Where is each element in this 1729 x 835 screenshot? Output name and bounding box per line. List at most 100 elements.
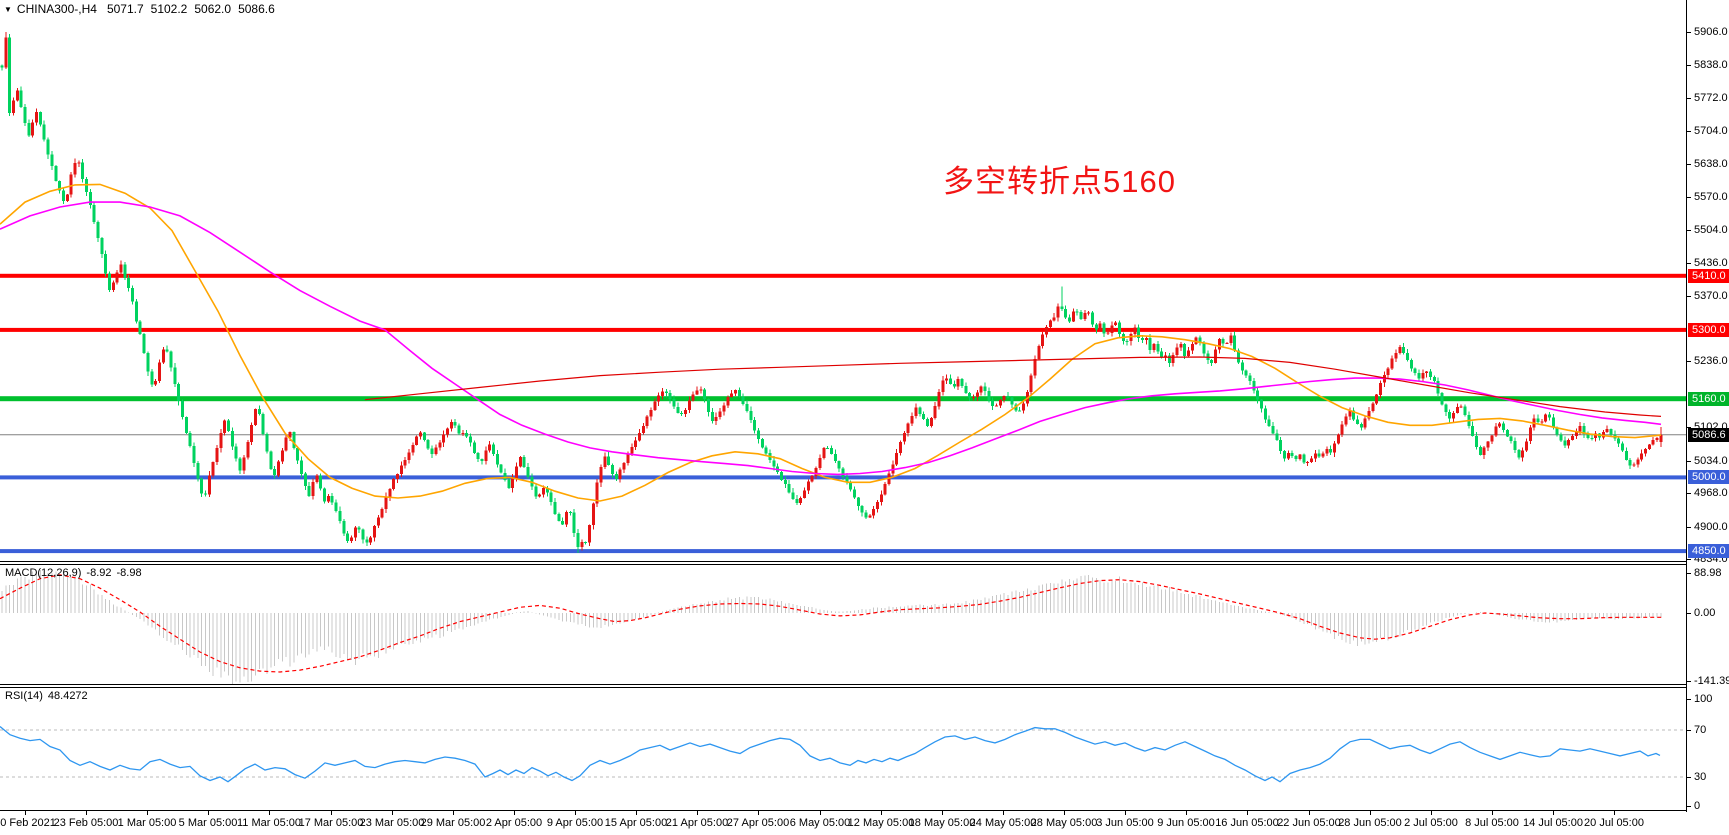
chart-title: ▼ CHINA300-,H4 5071.7 5102.2 5062.0 5086.6 xyxy=(4,2,282,16)
macd-tick-mark xyxy=(1687,613,1691,614)
time-tick-mark xyxy=(1431,811,1432,815)
macd-tick-label: -141.39 xyxy=(1694,675,1729,687)
macd-histogram xyxy=(1,570,1662,684)
time-tick-label: 12 May 05:00 xyxy=(847,817,915,829)
hline-5160[interactable] xyxy=(0,396,1686,402)
ohlc-high: 5102.2 xyxy=(150,2,188,16)
time-tick-mark xyxy=(514,811,515,815)
time-tick-mark xyxy=(25,811,26,815)
macd-tick-mark xyxy=(1687,681,1691,682)
collapse-triangle-icon[interactable]: ▼ xyxy=(4,5,12,14)
time-tick-mark xyxy=(392,811,393,815)
price-tick-mark xyxy=(1687,98,1691,99)
ma-red[interactable] xyxy=(364,356,1662,417)
pane-separator xyxy=(0,810,1686,811)
pane-separator[interactable] xyxy=(0,561,1686,562)
hline-5410[interactable] xyxy=(0,273,1686,278)
macd-tick-mark xyxy=(1687,573,1691,574)
time-tick-label: 20 Jul 05:00 xyxy=(1584,817,1644,829)
pane-separator[interactable] xyxy=(0,564,1686,565)
price-tick-mark xyxy=(1687,296,1691,297)
time-tick-label: 15 Apr 05:00 xyxy=(604,817,668,829)
rsi-tick-label: 70 xyxy=(1694,724,1707,736)
hline-5300[interactable] xyxy=(0,327,1686,332)
time-tick-mark xyxy=(1553,811,1554,815)
time-tick-label: 9 Apr 05:00 xyxy=(546,817,604,829)
time-tick-label: 23 Mar 05:00 xyxy=(359,817,425,829)
price-tick-label: 4968.0 xyxy=(1694,487,1728,499)
macd-tick-label: 0.00 xyxy=(1694,607,1716,619)
ma-orange[interactable] xyxy=(0,183,1662,502)
time-tick-label: 14 Jul 05:00 xyxy=(1523,817,1583,829)
time-tick-label: 27 Apr 05:00 xyxy=(726,817,790,829)
price-tick-label: 5638.0 xyxy=(1694,158,1728,170)
time-tick-mark xyxy=(1247,811,1248,815)
macd-pane[interactable] xyxy=(0,565,1686,684)
rsi-tick-mark xyxy=(1687,699,1691,700)
time-tick-label: 16 Jun 05:00 xyxy=(1215,817,1279,829)
time-tick-label: 17 Mar 05:00 xyxy=(298,817,364,829)
time-tick-mark xyxy=(820,811,821,815)
price-tick-mark xyxy=(1687,493,1691,494)
rsi-tick-mark xyxy=(1687,806,1691,807)
pane-separator[interactable] xyxy=(0,687,1686,688)
time-tick-mark xyxy=(1125,811,1126,815)
time-tick-mark xyxy=(1370,811,1371,815)
candles-layer[interactable] xyxy=(0,32,1663,554)
rsi-value: 48.4272 xyxy=(47,690,88,702)
rsi-name: RSI(14) xyxy=(5,690,43,702)
price-tick-label: 5772.0 xyxy=(1694,92,1728,104)
price-tick-label: 5838.0 xyxy=(1694,59,1728,71)
time-tick-label: 23 Feb 05:00 xyxy=(53,817,119,829)
time-tick-label: 5 Mar 05:00 xyxy=(178,817,238,829)
price-tick-mark xyxy=(1687,427,1691,428)
time-tick-label: 18 May 05:00 xyxy=(908,817,976,829)
symbol-timeframe: CHINA300-,H4 xyxy=(16,2,97,16)
rsi-tick-label: 30 xyxy=(1694,771,1707,783)
rsi-label: RSI(14) 48.4272 xyxy=(5,690,93,702)
time-tick-mark xyxy=(758,811,759,815)
time-tick-mark xyxy=(269,811,270,815)
time-tick-label: 3 Jun 05:00 xyxy=(1096,817,1154,829)
ma-magenta[interactable] xyxy=(0,201,1662,476)
price-tick-label: 5370.0 xyxy=(1694,290,1728,302)
price-tick-mark xyxy=(1687,230,1691,231)
time-tick-mark xyxy=(1003,811,1004,815)
time-tick-label: 22 Jun 05:00 xyxy=(1277,817,1341,829)
time-tick-label: 28 May 05:00 xyxy=(1030,817,1098,829)
price-tick-label: 5236.0 xyxy=(1694,355,1728,367)
price-tick-mark xyxy=(1687,197,1691,198)
price-tick-mark xyxy=(1687,32,1691,33)
price-tick-label: 5906.0 xyxy=(1694,26,1728,38)
time-tick-mark xyxy=(1614,811,1615,815)
pane-separator[interactable] xyxy=(0,684,1686,685)
level-price-label: 5410.0 xyxy=(1688,269,1729,283)
time-tick-mark xyxy=(1309,811,1310,815)
macd-name: MACD(12,26,9) xyxy=(5,567,82,579)
time-tick-mark xyxy=(636,811,637,815)
ohlc-low: 5062.0 xyxy=(194,2,232,16)
level-price-label: 5000.0 xyxy=(1688,470,1729,484)
main-price-pane[interactable] xyxy=(0,0,1686,561)
current-price-label: 5086.6 xyxy=(1688,428,1729,442)
macd-value-signal: -8.98 xyxy=(116,567,142,579)
price-tick-mark xyxy=(1687,65,1691,66)
price-tick-label: 4900.0 xyxy=(1694,521,1728,533)
price-tick-mark xyxy=(1687,527,1691,528)
price-tick-label: 5704.0 xyxy=(1694,125,1728,137)
text-annotation[interactable]: 多空转折点5160 xyxy=(943,164,1176,199)
time-tick-mark xyxy=(147,811,148,815)
hline-4850[interactable] xyxy=(0,549,1686,554)
time-tick-mark xyxy=(86,811,87,815)
time-tick-mark xyxy=(1064,811,1065,815)
ohlc-close: 5086.6 xyxy=(238,2,275,16)
time-tick-label: 2 Apr 05:00 xyxy=(485,817,543,829)
rsi-pane[interactable] xyxy=(0,688,1686,810)
time-tick-mark xyxy=(1186,811,1187,815)
price-tick-mark xyxy=(1687,263,1691,264)
time-tick-label: 1 Mar 05:00 xyxy=(117,817,177,829)
macd-tick-label: 88.98 xyxy=(1694,567,1722,579)
time-tick-mark xyxy=(331,811,332,815)
time-tick-mark xyxy=(942,811,943,815)
price-tick-label: 5504.0 xyxy=(1694,224,1728,236)
